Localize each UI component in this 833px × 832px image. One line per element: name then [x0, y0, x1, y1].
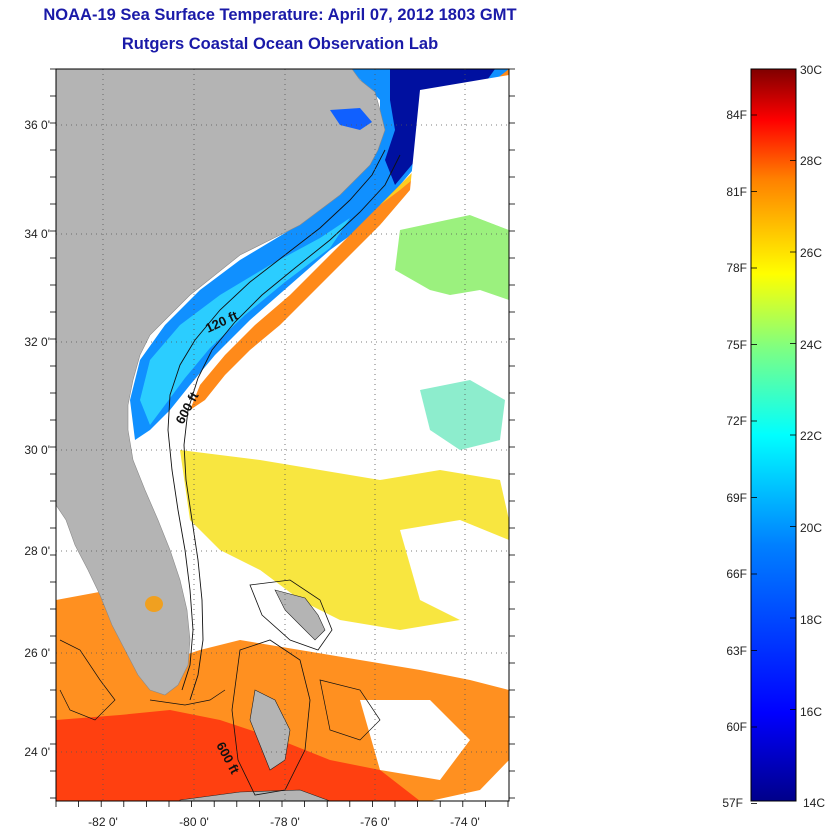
gulf-stream-warm — [190, 69, 509, 410]
land-us-east-coast — [55, 68, 386, 696]
lat-label-32: 32 0' — [24, 335, 50, 349]
cloud-mask-4 — [360, 700, 470, 780]
contour-bahamas-2 — [249, 579, 333, 651]
contour-120ft — [167, 149, 386, 691]
lake-okeechobee — [145, 596, 163, 612]
contour-florida-west — [59, 639, 116, 721]
contour-600ft — [183, 154, 401, 701]
pamlico-sound — [330, 108, 372, 130]
map-border — [55, 68, 510, 802]
map-subtitle: Rutgers Coastal Ocean Observation Lab — [121, 35, 439, 53]
cloud-mask-1 — [220, 290, 509, 460]
cloud-mask-5 — [410, 75, 509, 230]
contour-keys — [149, 689, 226, 706]
cloud-mask-3 — [200, 570, 300, 640]
lat-label-36: 36 0' — [24, 118, 50, 132]
lat-label-34: 34 0' — [24, 227, 50, 241]
lon-label-82: -82 0' — [88, 815, 118, 829]
contour-bahamas-3 — [319, 679, 381, 741]
southern-red-water — [56, 710, 420, 801]
lon-label-74: -74 0' — [450, 815, 480, 829]
graticule — [56, 69, 509, 801]
lat-label-26: 26 0' — [24, 646, 50, 660]
shelf-water-cyan — [140, 218, 350, 425]
lat-label-24: 24 0' — [24, 745, 50, 759]
cloud-mask-2 — [400, 520, 509, 620]
frame-ticks — [50, 68, 515, 807]
offshore-cyan-patch — [420, 380, 505, 450]
bahamas-andros — [249, 689, 291, 771]
lon-label-76: -76 0' — [360, 815, 390, 829]
map-title: NOAA-19 Sea Surface Temperature: April 0… — [43, 6, 517, 24]
lon-label-80: -80 0' — [179, 815, 209, 829]
lat-label-28: 28 0' — [24, 544, 50, 558]
lon-label-78: -78 0' — [270, 815, 300, 829]
lat-label-30: 30 0' — [24, 443, 50, 457]
bahamas-grand — [274, 589, 326, 641]
